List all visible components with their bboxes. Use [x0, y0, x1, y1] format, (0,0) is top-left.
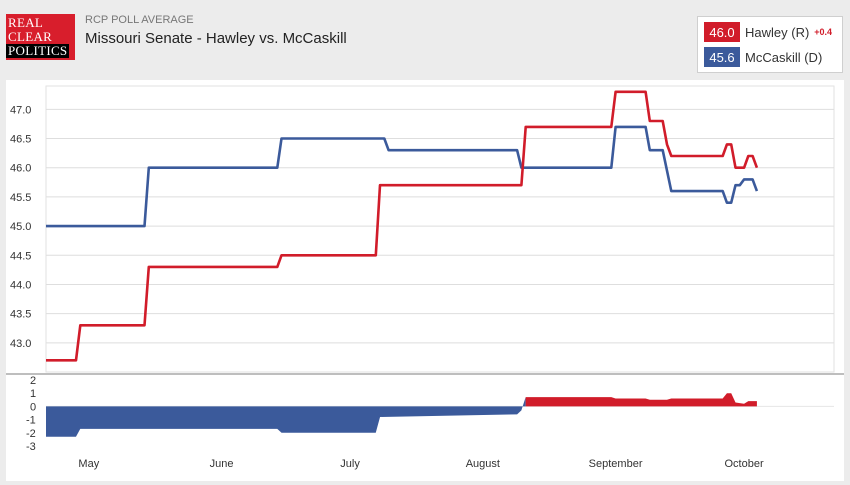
y-tick-label: 47.0 [10, 104, 31, 116]
logo-line-1: REAL [8, 15, 44, 30]
spread-area-mccaskill [46, 397, 526, 437]
y-tick-label: 43.0 [10, 338, 31, 350]
y-tick-label: 46.5 [10, 134, 31, 146]
spread-y-tick-label: 2 [30, 375, 36, 387]
legend-value-hawley: 46.0 [704, 22, 740, 42]
x-tick-label: October [724, 458, 763, 470]
legend-change-hawley: +0.4 [814, 27, 833, 37]
chart-area: 43.0 43.5 44.0 44.5 45.0 45.5 46.0 46.5 47.0 2 1 0 -… [6, 80, 844, 481]
y-tick-label: 46.0 [10, 163, 31, 175]
y-tick-label: 44.0 [10, 279, 31, 291]
main-plot-frame [45, 85, 835, 373]
x-tick-label: June [210, 458, 234, 470]
y-tick-label: 45.0 [10, 221, 31, 233]
x-tick-label: August [466, 458, 500, 470]
x-tick-label: May [78, 458, 99, 470]
y-tick-label: 44.5 [10, 250, 31, 262]
chart-legend: 46.0 Hawley (R) +0.4 45.6 McCaskill (D) [697, 16, 843, 73]
spread-area-hawley [525, 393, 757, 407]
chart-title: Missouri Senate - Hawley vs. McCaskill [85, 30, 347, 47]
legend-value-mccaskill: 45.6 [704, 47, 740, 67]
x-tick-label: July [340, 458, 360, 470]
series-line-mccaskill [46, 125, 759, 228]
legend-item-hawley[interactable]: 46.0 Hawley (R) +0.4 [704, 22, 832, 42]
legend-name-hawley: Hawley (R) [745, 24, 810, 40]
logo-line-2: CLEAR [8, 29, 53, 44]
spread-y-tick-label: -3 [26, 441, 36, 453]
y-tick-label: 43.5 [10, 309, 31, 321]
spread-y-tick-label: 0 [30, 401, 36, 413]
chart-kicker: RCP POLL AVERAGE [85, 14, 194, 26]
legend-name-mccaskill: McCaskill (D) [745, 49, 823, 65]
x-tick-label: September [589, 458, 643, 470]
y-tick-label: 45.5 [10, 192, 31, 204]
spread-y-tick-label: 1 [30, 388, 36, 400]
realclearpolitics-logo[interactable]: REAL CLEAR POLITICS [6, 14, 75, 60]
logo-line-3: POLITICS [6, 43, 70, 58]
series-line-hawley [46, 90, 759, 362]
legend-item-mccaskill[interactable]: 45.6 McCaskill (D) [704, 47, 822, 67]
spread-y-tick-label: -2 [26, 428, 36, 440]
poll-chart-svg[interactable]: 43.0 43.5 44.0 44.5 45.0 45.5 46.0 46.5 47.0 210 -… [6, 80, 844, 481]
spread-y-tick-label: -1 [26, 415, 36, 427]
